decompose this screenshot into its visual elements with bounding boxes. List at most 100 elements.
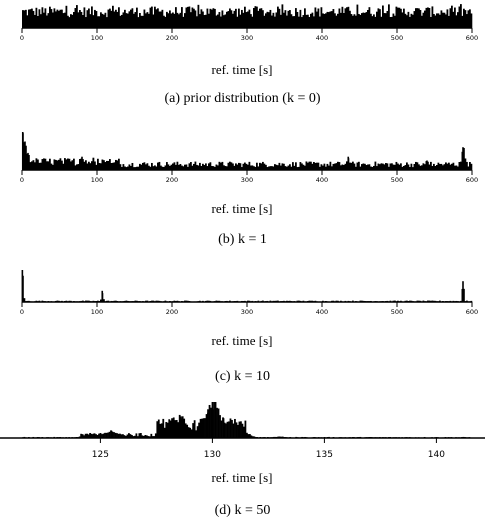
bar: [231, 419, 233, 438]
bar: [94, 9, 96, 28]
bar: [266, 11, 269, 28]
bar: [445, 14, 447, 28]
bar: [65, 5, 68, 29]
bar: [137, 166, 140, 170]
bar: [217, 14, 219, 28]
bar: [107, 432, 109, 438]
bar: [148, 165, 150, 170]
peak-bar: [27, 152, 29, 170]
bar: [209, 162, 212, 170]
bar: [65, 159, 68, 170]
bar: [163, 427, 166, 438]
bar: [370, 166, 372, 170]
bar: [391, 16, 393, 28]
bar: [237, 424, 239, 438]
bar: [380, 163, 383, 170]
bar: [374, 16, 377, 28]
bar: [467, 10, 470, 28]
bar: [58, 159, 60, 170]
bar: [380, 16, 383, 28]
bar: [254, 166, 257, 170]
bar: [89, 163, 92, 170]
bar: [142, 15, 144, 28]
bar: [124, 9, 126, 29]
bar: [148, 13, 150, 28]
bar: [145, 13, 147, 28]
bar: [76, 164, 78, 170]
bar: [295, 8, 297, 28]
bar: [359, 14, 362, 28]
peak-bar: [207, 412, 209, 438]
bar: [55, 159, 57, 170]
bar: [132, 436, 135, 438]
bar: [293, 165, 296, 170]
bar: [188, 163, 191, 170]
bar: [44, 8, 47, 28]
bar: [422, 163, 425, 170]
bar: [428, 164, 431, 170]
bar: [197, 4, 200, 28]
bar: [245, 163, 248, 170]
bar: [162, 418, 165, 438]
bar: [165, 422, 168, 438]
bar: [455, 165, 458, 170]
bar: [131, 162, 134, 170]
bar: [229, 418, 232, 438]
bar: [83, 161, 86, 170]
bar: [427, 7, 429, 28]
bar: [430, 161, 432, 170]
bar: [278, 162, 281, 170]
tick-label: 600: [466, 308, 478, 316]
bar: [101, 13, 104, 28]
bar: [271, 166, 273, 170]
bar: [283, 163, 285, 170]
bar: [278, 8, 281, 28]
bar: [175, 164, 177, 170]
bar: [355, 166, 357, 170]
bar: [110, 163, 113, 170]
tick-label: 0: [20, 308, 24, 316]
peak-bar: [462, 147, 464, 170]
bar: [200, 9, 203, 28]
bar: [145, 435, 148, 438]
tick-label: 130: [204, 450, 221, 460]
bar: [177, 422, 180, 438]
bar: [134, 12, 137, 28]
bar: [259, 162, 261, 170]
bar: [128, 433, 130, 438]
tick-label: 100: [91, 308, 103, 316]
bar: [167, 13, 170, 28]
bar: [189, 427, 192, 438]
bar: [449, 164, 452, 170]
bar: [413, 163, 416, 170]
bar: [424, 10, 426, 28]
bar: [113, 432, 115, 438]
bar: [422, 12, 425, 28]
bar: [79, 10, 81, 29]
bar: [241, 9, 243, 29]
bar: [126, 434, 129, 438]
bar: [32, 160, 35, 170]
bar: [123, 435, 126, 438]
bar: [163, 15, 165, 28]
bar: [458, 162, 461, 170]
bar: [325, 166, 327, 170]
bar: [164, 16, 167, 28]
bar: [109, 159, 111, 170]
bar: [232, 423, 235, 438]
bar: [144, 435, 147, 438]
bar: [219, 415, 221, 438]
bar: [275, 164, 278, 170]
bar: [213, 402, 215, 438]
bar: [260, 8, 263, 28]
bar: [74, 165, 77, 170]
tick-label: 135: [316, 450, 333, 460]
bar: [358, 161, 360, 170]
bar: [56, 9, 59, 29]
bar: [110, 10, 113, 28]
bar: [310, 13, 312, 28]
bar: [40, 14, 42, 28]
bar: [62, 13, 65, 28]
bar: [59, 9, 62, 28]
bar: [290, 166, 293, 170]
